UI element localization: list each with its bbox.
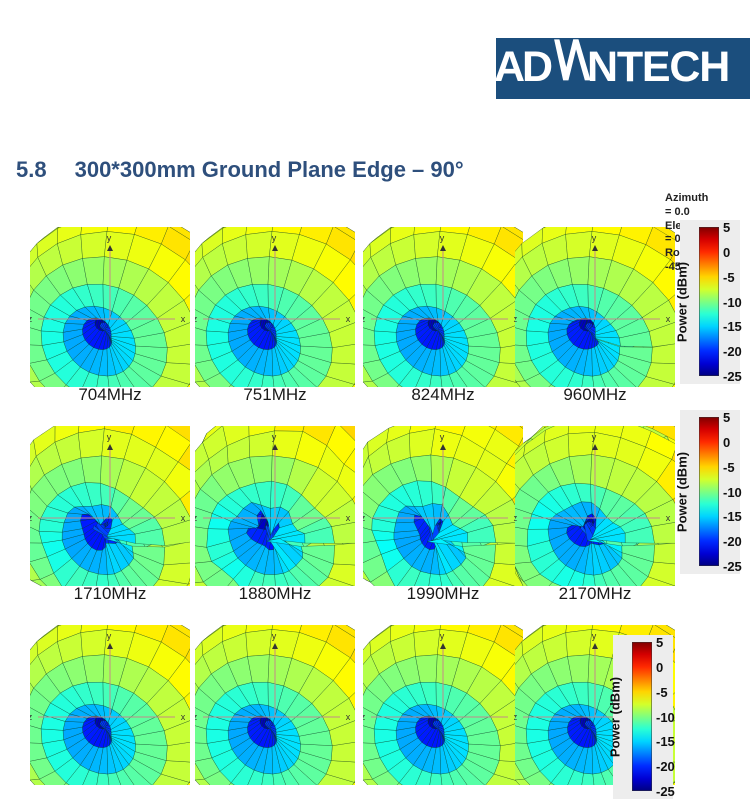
svg-text:D: D [522, 43, 552, 91]
svg-text:A: A [494, 43, 524, 91]
svg-text:NTECH: NTECH [587, 43, 729, 91]
